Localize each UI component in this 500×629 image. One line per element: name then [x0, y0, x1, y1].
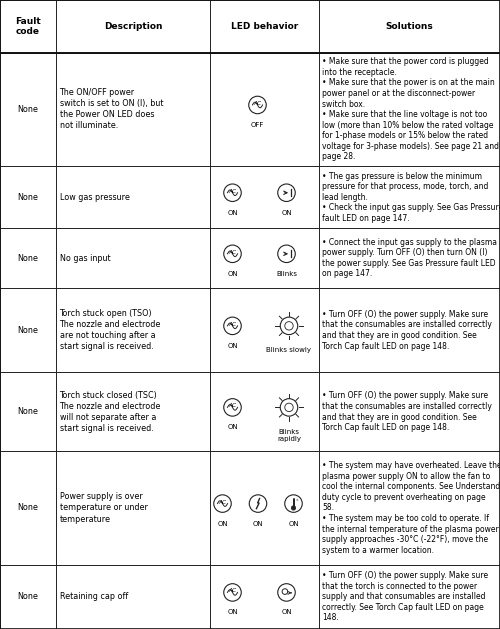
Bar — [0, 228, 56, 288]
Text: None: None — [18, 253, 38, 263]
Bar — [319, 288, 500, 372]
Bar — [319, 565, 500, 629]
Text: ON: ON — [227, 425, 238, 430]
Bar — [56, 53, 210, 166]
Text: ON: ON — [227, 343, 238, 348]
Text: • Turn OFF (O) the power supply. Make sure
that the consumables are installed co: • Turn OFF (O) the power supply. Make su… — [322, 391, 492, 432]
Text: • The gas pressure is below the minimum
pressure for that process, mode, torch, : • The gas pressure is below the minimum … — [322, 172, 500, 223]
Text: • Turn OFF (O) the power supply. Make sure
that the torch is connected to the po: • Turn OFF (O) the power supply. Make su… — [322, 571, 488, 623]
Bar — [319, 451, 500, 565]
Text: Blinks
rapidly: Blinks rapidly — [277, 429, 301, 442]
Text: AC: AC — [228, 588, 236, 593]
Bar — [0, 565, 56, 629]
Text: None: None — [18, 407, 38, 416]
Text: ON: ON — [227, 270, 238, 277]
Text: Blinks: Blinks — [276, 270, 297, 277]
Bar — [0, 451, 56, 565]
Bar — [56, 0, 210, 53]
Text: °: ° — [295, 499, 298, 504]
Text: No gas input: No gas input — [60, 253, 110, 263]
Text: • Turn OFF (O) the power supply. Make sure
that the consumables are installed co: • Turn OFF (O) the power supply. Make su… — [322, 310, 492, 350]
Text: ON: ON — [252, 521, 264, 526]
Bar — [210, 372, 319, 451]
Bar — [0, 166, 56, 228]
Text: Description: Description — [104, 22, 162, 31]
Text: ON: ON — [288, 521, 299, 526]
Bar — [210, 565, 319, 629]
Text: None: None — [18, 105, 38, 114]
Text: Fault
code: Fault code — [15, 16, 41, 36]
Text: The ON/OFF power
switch is set to ON (I), but
the Power ON LED does
not illumina: The ON/OFF power switch is set to ON (I)… — [60, 88, 163, 130]
Text: AC: AC — [218, 499, 226, 504]
Text: • The system may have overheated. Leave the
plasma power supply ON to allow the : • The system may have overheated. Leave … — [322, 461, 500, 555]
Text: AC: AC — [228, 189, 236, 194]
Bar — [56, 451, 210, 565]
Bar — [56, 228, 210, 288]
Bar — [210, 166, 319, 228]
Text: None: None — [18, 326, 38, 335]
Text: AC: AC — [254, 101, 262, 106]
Bar — [210, 0, 319, 53]
Ellipse shape — [292, 506, 296, 510]
Text: • Make sure that the power cord is plugged
into the receptacle.
• Make sure that: • Make sure that the power cord is plugg… — [322, 57, 500, 161]
Bar — [56, 166, 210, 228]
Bar — [56, 565, 210, 629]
Bar — [319, 228, 500, 288]
Text: • Connect the input gas supply to the plasma
power supply. Turn OFF (O) then tur: • Connect the input gas supply to the pl… — [322, 238, 498, 279]
Bar — [0, 288, 56, 372]
Bar — [56, 288, 210, 372]
Text: None: None — [18, 192, 38, 202]
Text: ON: ON — [227, 209, 238, 216]
Text: ON: ON — [281, 209, 292, 216]
Text: None: None — [18, 593, 38, 601]
Text: AC: AC — [228, 403, 236, 408]
Text: Power supply is over
temperature or under
temperature: Power supply is over temperature or unde… — [60, 493, 148, 523]
Bar — [319, 372, 500, 451]
Bar — [319, 166, 500, 228]
Text: ON: ON — [227, 610, 238, 615]
Text: Solutions: Solutions — [386, 22, 434, 31]
Text: AC: AC — [228, 250, 236, 255]
Text: Blinks slowly: Blinks slowly — [266, 347, 312, 353]
Bar — [0, 372, 56, 451]
Bar — [0, 0, 56, 53]
Text: Torch stuck closed (TSC)
The nozzle and electrode
will not separate after a
star: Torch stuck closed (TSC) The nozzle and … — [60, 391, 161, 433]
Text: ON: ON — [281, 610, 292, 615]
Text: None: None — [18, 503, 38, 513]
Text: Torch stuck open (TSO)
The nozzle and electrode
are not touching after a
start s: Torch stuck open (TSO) The nozzle and el… — [60, 309, 161, 352]
Bar — [0, 53, 56, 166]
Bar — [210, 228, 319, 288]
Text: LED behavior: LED behavior — [231, 22, 298, 31]
Bar — [56, 372, 210, 451]
Bar — [210, 288, 319, 372]
Bar — [319, 53, 500, 166]
Text: Low gas pressure: Low gas pressure — [60, 192, 130, 202]
Bar — [319, 0, 500, 53]
Text: OFF: OFF — [251, 122, 264, 128]
Text: Retaining cap off: Retaining cap off — [60, 593, 128, 601]
Bar — [210, 53, 319, 166]
Text: AC: AC — [228, 322, 236, 327]
Text: ON: ON — [217, 521, 228, 526]
Bar — [210, 451, 319, 565]
